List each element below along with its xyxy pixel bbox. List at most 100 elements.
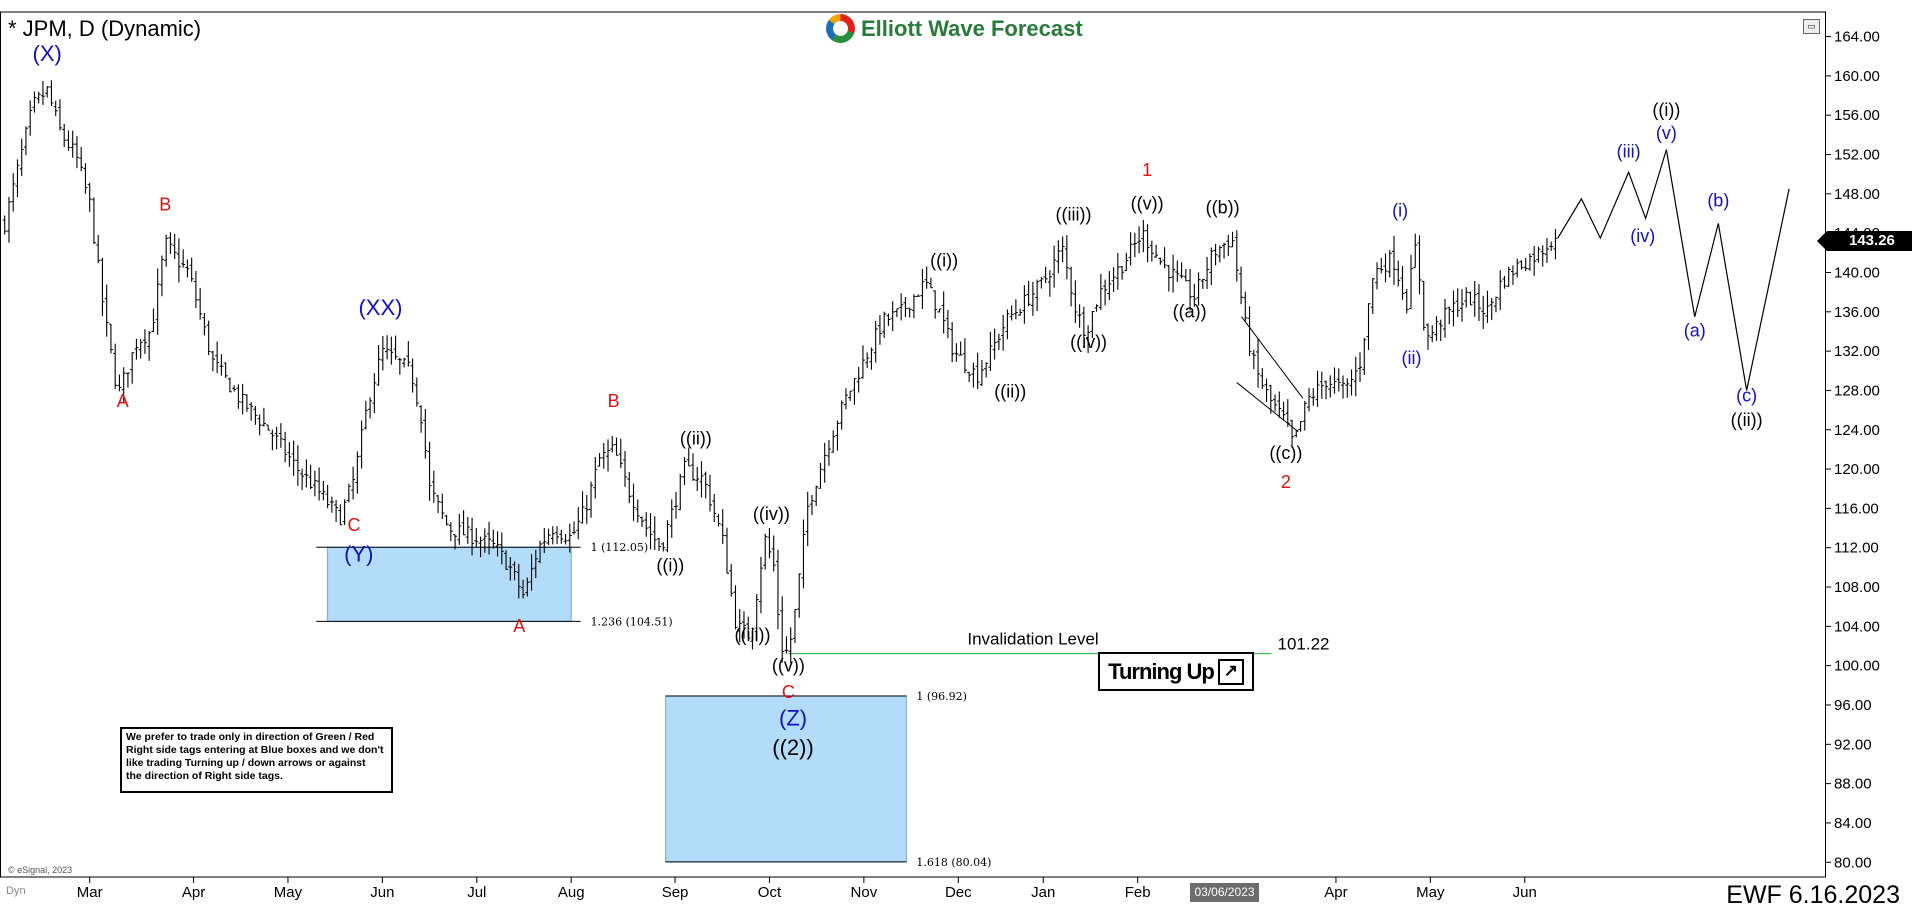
projection-line — [1557, 149, 1790, 391]
wave-label: ((i)) — [1652, 100, 1680, 120]
x-tick-label: May — [1416, 884, 1445, 901]
wave-label: A — [513, 616, 525, 636]
y-tick-label: 112.00 — [1834, 540, 1879, 557]
wave-label: ((i)) — [930, 251, 958, 271]
y-tick-label: 84.00 — [1834, 815, 1872, 832]
fib-label: 1 (96.92) — [916, 690, 967, 703]
plot-border — [0, 11, 1826, 878]
y-tick-label: 156.00 — [1834, 107, 1880, 124]
x-tick-label: Oct — [758, 884, 782, 901]
wave-label: ((iii)) — [734, 625, 770, 645]
brand-name: Elliott Wave Forecast — [861, 15, 1083, 41]
wave-label: (iii) — [1617, 141, 1641, 161]
wave-label: ((a)) — [1173, 302, 1207, 322]
wave-label: ((iv)) — [1070, 332, 1107, 352]
note-line: like trading Turning up / down arrows or… — [126, 757, 366, 769]
x-tick-label: Nov — [851, 884, 878, 901]
wave-label: ((v)) — [772, 656, 805, 676]
note-line: Right side tags entering at Blue boxes a… — [126, 744, 384, 756]
x-tick-label: Apr — [182, 884, 205, 901]
fib-label: 1.618 (80.04) — [916, 856, 991, 869]
projection-path — [1557, 149, 1790, 391]
wave-label: (v) — [1656, 123, 1677, 143]
x-tick-label: Jun — [1513, 884, 1537, 901]
y-tick-label: 92.00 — [1834, 736, 1872, 753]
y-tick-label: 124.00 — [1834, 422, 1880, 439]
wave-label: B — [159, 195, 171, 215]
y-tick-label: 88.00 — [1834, 776, 1872, 793]
x-tick-label: Jan — [1031, 884, 1055, 901]
wave-label: ((ii)) — [1731, 410, 1763, 430]
wave-label: (i) — [1392, 200, 1408, 220]
copyright-text: © eSignal, 2023 — [8, 865, 73, 875]
wave-label: ((i)) — [656, 555, 684, 575]
brand-header: Elliott Wave Forecast — [826, 14, 1083, 43]
x-tick-label: Jun — [370, 884, 394, 901]
turning-up-badge: Turning Up ↗ — [1098, 652, 1254, 691]
wave-label: C — [782, 682, 795, 702]
symbol-title: * JPM, D (Dynamic) — [8, 16, 202, 41]
y-tick-label: 100.00 — [1834, 658, 1880, 675]
wave-label: 1 — [1142, 160, 1152, 180]
last-price-tag: 143.26 — [1817, 231, 1912, 251]
wave-label: (b) — [1707, 191, 1729, 211]
y-tick-label: 108.00 — [1834, 579, 1880, 596]
y-tick-label: 120.00 — [1834, 461, 1880, 478]
window-restore-icon[interactable]: ▭ — [1803, 19, 1820, 34]
y-tick-label: 140.00 — [1834, 264, 1880, 281]
y-tick-label: 136.00 — [1834, 304, 1880, 321]
wave-label: ((ii)) — [680, 429, 712, 449]
blue-box — [665, 695, 907, 863]
wave-label: (Y) — [344, 541, 373, 566]
wave-label: (Z) — [779, 706, 807, 731]
price-axis: 164.00160.00156.00152.00148.00144.00140.… — [1825, 29, 1880, 871]
dynamic-indicator: Dyn — [6, 885, 26, 897]
wave-label: ((b)) — [1206, 198, 1240, 218]
y-tick-label: 164.00 — [1834, 29, 1880, 46]
y-tick-label: 104.00 — [1834, 618, 1880, 635]
invalidation-value: 101.22 — [1278, 635, 1330, 654]
y-tick-label: 148.00 — [1834, 186, 1880, 203]
wave-label: (a) — [1684, 320, 1706, 340]
wave-label: 2 — [1281, 472, 1291, 492]
y-tick-label: 132.00 — [1834, 343, 1880, 360]
fib-label: 1 (112.05) — [591, 541, 649, 554]
time-axis: Mar Apr May Jun Jul Aug Sep Oct Nov Dec Jan Feb Apr M… — [77, 877, 1537, 901]
wave-labels: (X)AB(XX)C(Y)AB((ii))((i))((iv))((iii))(… — [33, 41, 1763, 760]
x-tick-label: Jul — [467, 884, 486, 901]
price-bars — [2, 80, 1558, 663]
footer-date: EWF 6.16.2023 — [1726, 881, 1900, 909]
note-line: We prefer to trade only in direction of … — [126, 731, 375, 743]
wave-label: ((iii)) — [1055, 204, 1091, 224]
wave-label: A — [117, 391, 129, 411]
x-tick-label: Feb — [1125, 884, 1151, 901]
wave-label: (XX) — [358, 295, 402, 320]
y-tick-label: 160.00 — [1834, 68, 1880, 85]
arrow-up-right-icon: ↗ — [1217, 658, 1244, 685]
wave-label: B — [608, 391, 620, 411]
crosshair-date-marker: 03/06/2023 — [1190, 883, 1259, 902]
wave-label: ((iv)) — [753, 504, 790, 524]
fib-label: 1.236 (104.51) — [591, 615, 673, 628]
wave-label: (X) — [33, 41, 62, 66]
chart-frame — [0, 11, 1826, 878]
trading-note-box: We prefer to trade only in direction of … — [120, 727, 393, 793]
invalidation-label: Invalidation Level — [967, 630, 1098, 649]
x-tick-label: Apr — [1324, 884, 1347, 901]
y-tick-label: 80.00 — [1834, 854, 1872, 871]
wave-label: (c) — [1736, 385, 1757, 405]
x-tick-label: Dec — [945, 884, 972, 901]
y-tick-label: 116.00 — [1834, 500, 1879, 517]
y-tick-label: 152.00 — [1834, 147, 1880, 164]
turning-up-label: Turning Up — [1108, 658, 1215, 684]
y-tick-label: 128.00 — [1834, 382, 1880, 399]
brand-logo-icon — [826, 14, 855, 43]
x-tick-label: May — [274, 884, 303, 901]
note-line: the direction of Right side tags. — [126, 770, 283, 782]
wave-label: ((ii)) — [994, 381, 1026, 401]
wave-label: (ii) — [1401, 348, 1421, 368]
x-tick-label: Sep — [662, 884, 689, 901]
wave-label: C — [348, 515, 361, 535]
wave-label: ((v)) — [1131, 194, 1164, 214]
